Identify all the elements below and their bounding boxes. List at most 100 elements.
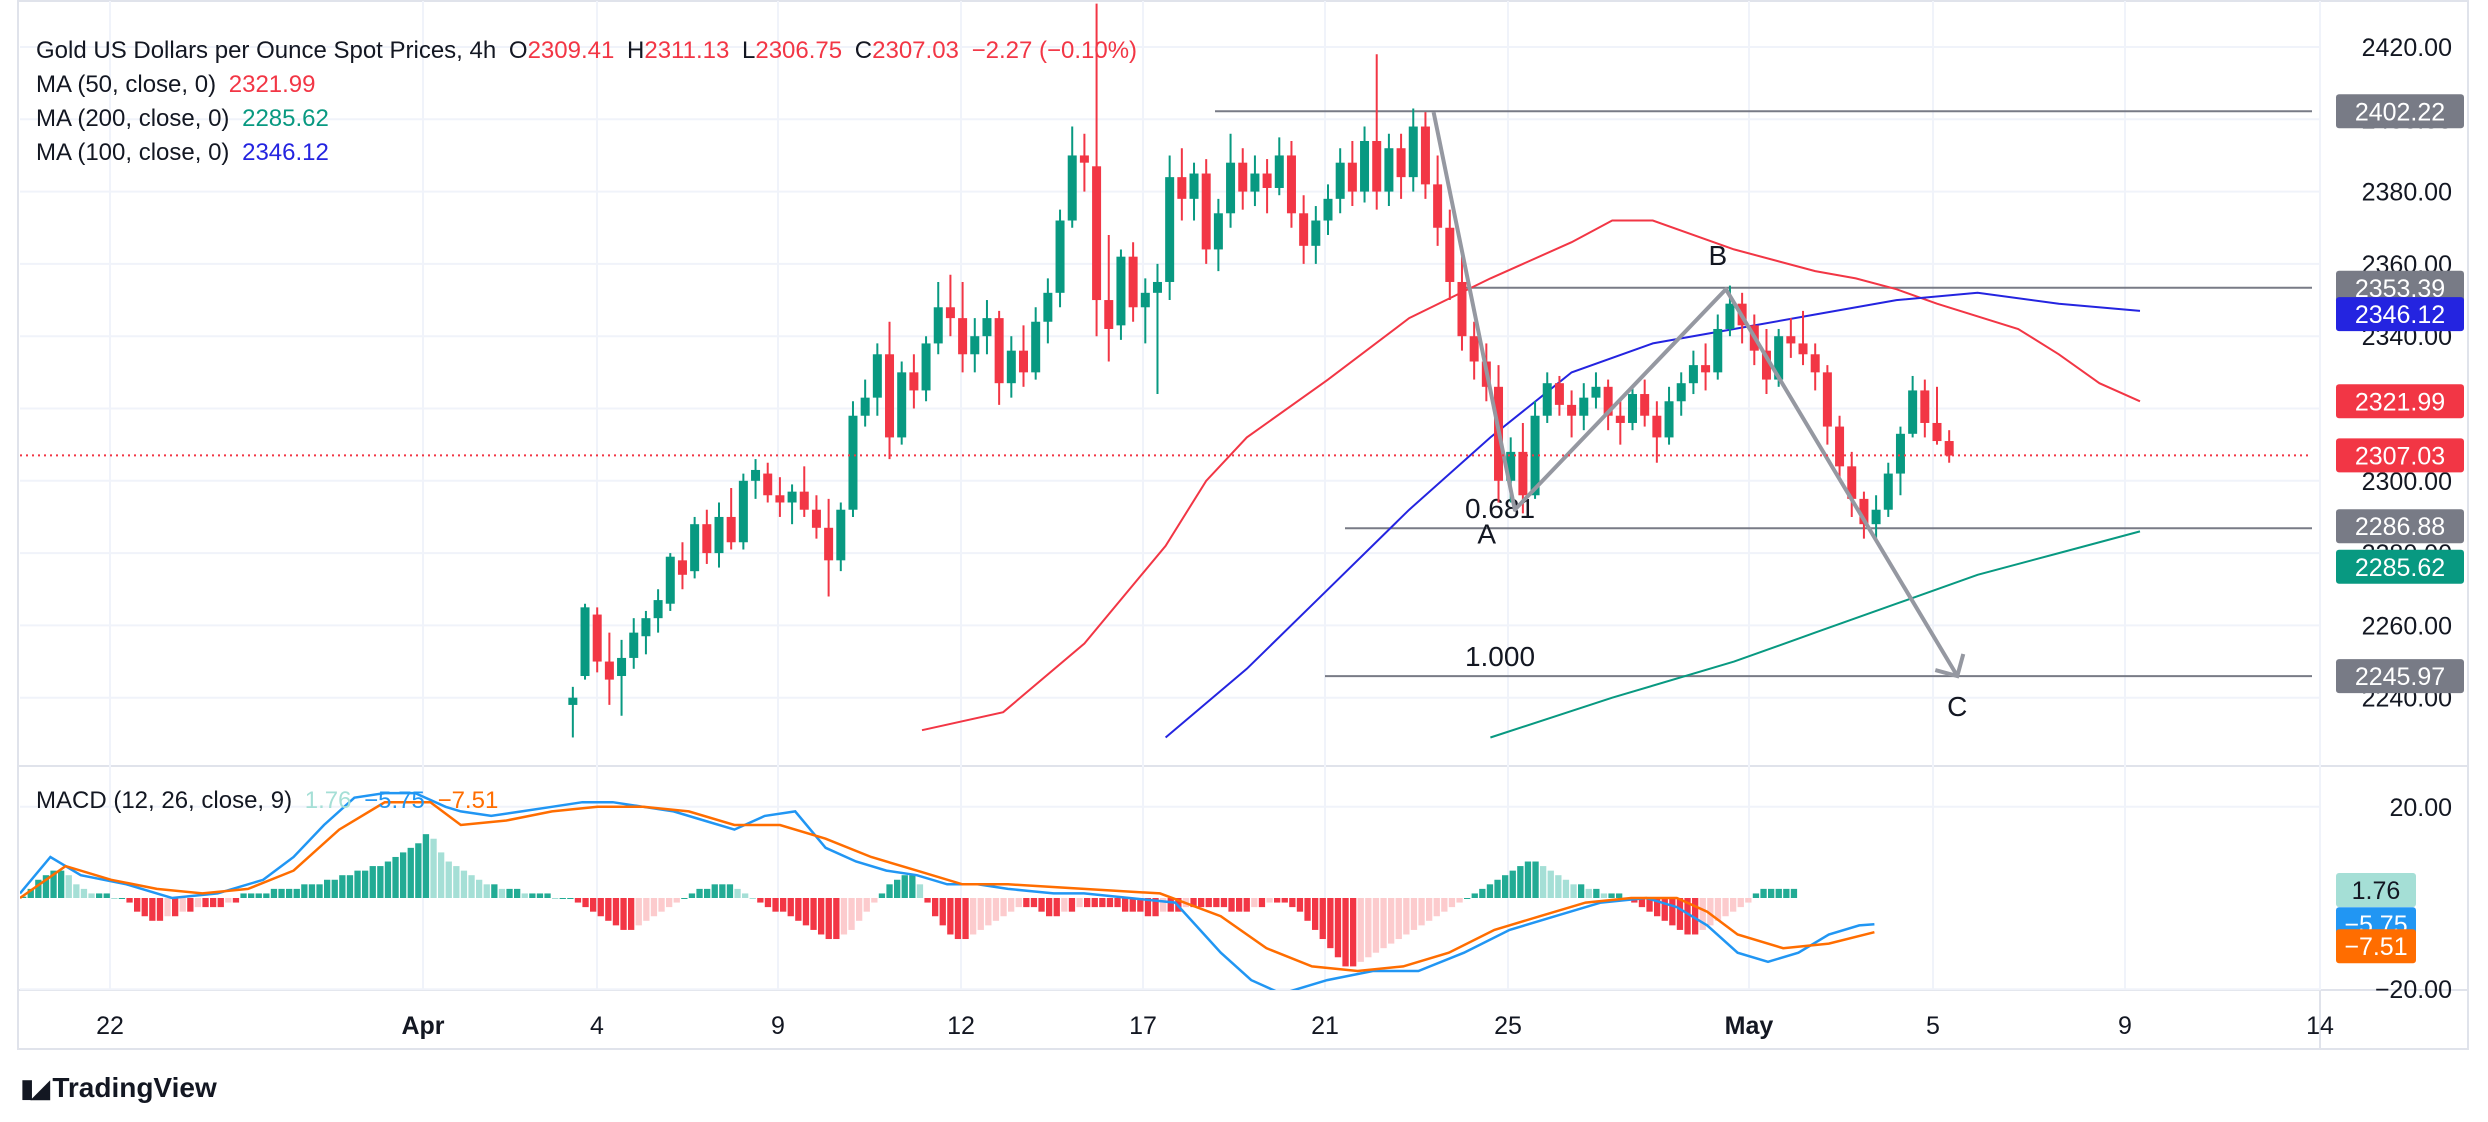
macd-hist-bar: [970, 898, 977, 935]
ma-line: [921, 219, 2141, 732]
candle-body: [1652, 415, 1662, 438]
macd-hist-bar: [1752, 893, 1760, 898]
ma100-legend[interactable]: MA (100, close, 0) 2346.12: [36, 136, 1143, 170]
candle-body: [1871, 509, 1881, 525]
macd-hist-bar: [840, 898, 848, 935]
candle-body: [872, 354, 882, 398]
macd-hist-bar: [635, 898, 642, 926]
time-axis-label: 14: [2306, 1012, 2334, 1040]
macd-hist-bar: [1334, 898, 1342, 958]
macd-hist-bar: [217, 898, 224, 908]
macd-hist-bar: [445, 861, 452, 898]
time-axis-label: 12: [947, 1012, 975, 1040]
candle-body: [958, 318, 968, 355]
price-badge-bg: [2336, 509, 2464, 544]
macd-hist-bar: [1395, 898, 1402, 940]
macd-hist-bar: [1068, 898, 1076, 912]
price-badge: 2321.99: [2336, 384, 2464, 419]
candle-body: [641, 618, 651, 637]
macd-hist-bar: [324, 879, 331, 898]
macd-hist-bar: [856, 898, 863, 921]
candle-body: [1810, 354, 1820, 373]
macd-hist-bar: [1167, 898, 1174, 912]
macd-hist-bar: [415, 843, 422, 898]
macd-hist-bar: [422, 834, 430, 898]
candle-body: [1908, 390, 1918, 434]
candle-body: [897, 372, 907, 438]
candle-body: [1408, 126, 1418, 178]
ma50-legend[interactable]: MA (50, close, 0) 2321.99: [36, 68, 1143, 102]
macd-hist-bar: [1304, 898, 1311, 921]
candle-body: [1347, 162, 1357, 192]
macd-hist-bar: [491, 884, 498, 898]
price-badge-text: 2245.97: [2355, 663, 2445, 691]
macd-hist-bar: [278, 888, 285, 898]
candle-body: [1530, 415, 1540, 496]
macd-hist-bar: [1547, 870, 1554, 898]
macd-hist-bar: [331, 879, 338, 898]
macd-hist-bar: [1038, 898, 1045, 912]
macd-hist-bar: [605, 898, 612, 921]
macd-hist-bar: [1433, 898, 1440, 917]
candle-body: [1542, 383, 1552, 416]
time-axis-label: 17: [1129, 1012, 1157, 1040]
candle-body: [617, 657, 627, 677]
macd-hist-bar: [863, 898, 870, 912]
candle-body: [1615, 415, 1625, 423]
pattern-arrow-head: [1934, 653, 1966, 679]
symbol-title[interactable]: Gold US Dollars per Ounce Spot Prices, 4…: [36, 37, 497, 64]
macd-hist-bar: [886, 884, 893, 898]
macd-badge-bg: [2336, 872, 2416, 907]
time-axis-label: 21: [1311, 1012, 1339, 1040]
macd-legend[interactable]: MACD (12, 26, close, 9) 1.76 −5.75 −7.51: [36, 784, 504, 818]
macd-hist-bar: [1008, 898, 1015, 912]
macd-hist-bar: [377, 866, 384, 898]
tradingview-logo[interactable]: ▮◢ TradingView: [20, 1072, 217, 1104]
low-label: L: [742, 37, 756, 64]
macd-hist-bar: [1266, 898, 1273, 903]
macd-hist-bar: [126, 898, 133, 903]
macd-hist-bar: [1281, 898, 1288, 903]
macd-hist-bar: [346, 875, 354, 898]
candle-body: [1932, 422, 1942, 442]
macd-hist-bar: [749, 898, 756, 899]
candle-body: [1713, 328, 1723, 373]
price-badge-text: 2285.62: [2355, 554, 2445, 582]
macd-hist-bar: [1091, 898, 1098, 908]
macd-hist-bar: [909, 875, 916, 898]
candle-body: [1226, 162, 1236, 214]
candle-body: [1396, 148, 1406, 178]
macd-hist-bar: [1578, 884, 1585, 898]
macd-hist-bar: [947, 898, 954, 935]
abc-pattern-line: [1431, 111, 1960, 678]
macd-hist-bar: [992, 898, 1000, 921]
macd-hist-bar: [1251, 898, 1258, 908]
macd-hist-bar: [1357, 898, 1364, 962]
macd-hist-bar: [438, 852, 445, 898]
pattern-point-label: C: [1947, 691, 1967, 722]
candle-body: [604, 661, 614, 680]
ma-line: [1164, 291, 2141, 739]
macd-hist-bar: [453, 866, 460, 898]
macd-hist-bar: [1418, 898, 1425, 926]
candle-body: [1165, 177, 1175, 282]
macd-hist-bar: [962, 898, 969, 940]
macd-hist-bar: [1441, 898, 1448, 912]
macd-hist-bar: [50, 870, 57, 898]
tradingview-logo-icon: ▮◢: [20, 1072, 50, 1103]
macd-hist-bar: [780, 898, 787, 912]
macd-hist-bar: [1783, 888, 1790, 898]
candle-body: [1250, 173, 1260, 192]
macd-hist-bar: [1380, 898, 1387, 949]
candle-body: [1895, 433, 1905, 474]
macd-hist-bar: [1502, 875, 1509, 898]
ma200-legend[interactable]: MA (200, close, 0) 2285.62: [36, 102, 1143, 136]
macd-hist-bar: [597, 898, 604, 917]
candle-body: [714, 516, 724, 554]
price-axis-label: 2420.00: [2362, 34, 2452, 62]
macd-hist-bar: [711, 884, 718, 898]
macd-hist-bar: [536, 893, 544, 898]
macd-axis-label: −20.00: [2375, 976, 2452, 1004]
macd-hist-bar: [1365, 898, 1372, 958]
